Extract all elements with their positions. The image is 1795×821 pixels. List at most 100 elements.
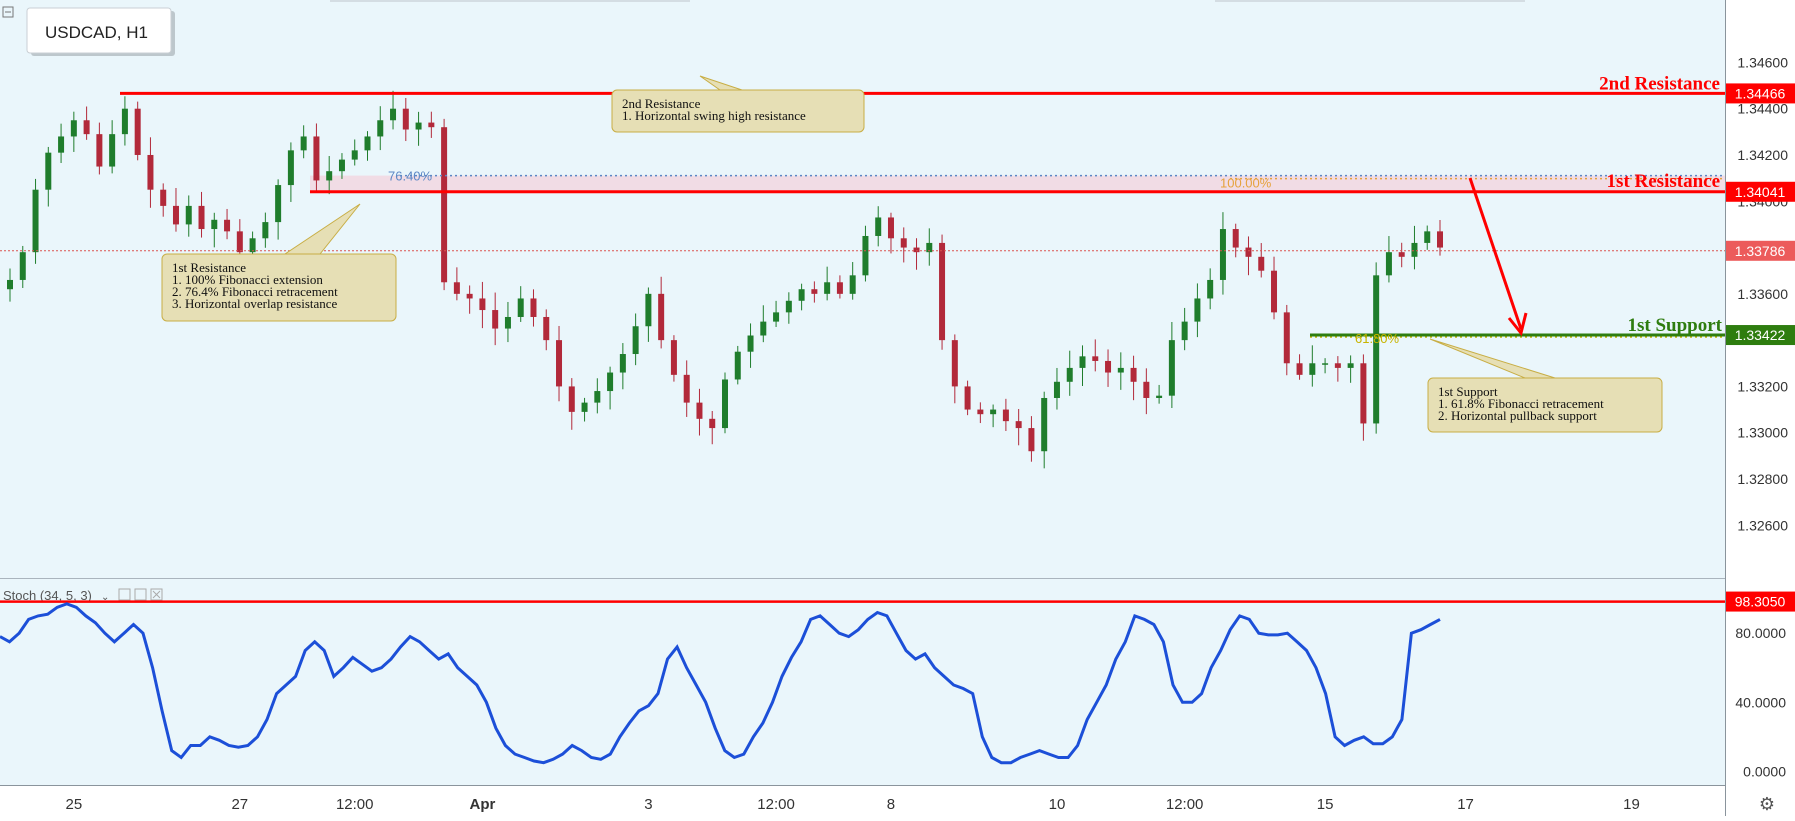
time-tick-label: 8 <box>887 796 895 813</box>
candle-body <box>887 217 894 239</box>
symbol-label: USDCAD, H1 <box>45 23 148 42</box>
stoch-level-badge: 98.3050 <box>1726 591 1795 612</box>
time-tick-label: 12:00 <box>336 796 374 813</box>
candle-body <box>121 108 128 135</box>
price-axis[interactable]: 1.346001.344001.342001.340001.336001.332… <box>1737 54 1788 533</box>
candle-body <box>287 150 294 186</box>
stoch-title: Stoch (34, 5, 3) <box>3 588 92 603</box>
close-icon[interactable] <box>150 588 163 601</box>
svg-text:1.33422: 1.33422 <box>1735 327 1786 343</box>
gear-icon[interactable]: ⚙ <box>1759 794 1775 814</box>
fib-100-label: 100.00% <box>1220 176 1272 191</box>
candle-body <box>900 238 907 248</box>
candle-body <box>517 298 524 317</box>
second-resistance-callout[interactable]: 2nd Resistance 1. Horizontal swing high … <box>611 75 865 133</box>
candles-layer <box>7 90 1443 469</box>
candle-body <box>1092 356 1099 361</box>
candle-body <box>1245 247 1252 257</box>
candle-body <box>760 321 767 336</box>
candle-body <box>1219 229 1226 280</box>
candle-body <box>338 159 345 172</box>
svg-text:1.34466: 1.34466 <box>1735 85 1786 101</box>
candle-body <box>32 189 39 253</box>
candle-body <box>492 310 499 329</box>
svg-text:98.3050: 98.3050 <box>1735 594 1786 610</box>
stoch-tick-label: 0.0000 <box>1743 763 1786 779</box>
candle-body <box>1398 252 1405 257</box>
candle-body <box>364 136 371 151</box>
candle-body <box>581 402 588 412</box>
candle-body <box>1437 231 1443 248</box>
candle-body <box>1181 321 1188 341</box>
header-shadow-left <box>330 0 690 2</box>
chevron-down-icon[interactable]: ⌄ <box>101 592 109 603</box>
res2-price-badge: 1.34466 <box>1726 83 1795 104</box>
candle-body <box>1296 363 1303 375</box>
candle-body <box>45 152 52 190</box>
callout-line: 1. Horizontal swing high resistance <box>622 108 806 123</box>
callout-title: 2nd Resistance <box>622 96 701 111</box>
stoch-line[interactable] <box>0 602 1441 765</box>
candle-body <box>147 154 154 190</box>
time-tick-label: 12:00 <box>1166 796 1204 813</box>
candle-body <box>300 136 307 151</box>
candle-body <box>198 205 205 230</box>
second-resistance-label: 2nd Resistance <box>1599 73 1720 94</box>
candle-body <box>1411 242 1418 257</box>
candle-body <box>1334 363 1341 368</box>
candle-body <box>875 217 882 236</box>
candle-body <box>530 298 537 317</box>
time-tick-label: 12:00 <box>757 796 795 813</box>
candle-body <box>964 386 971 410</box>
candle-body <box>683 374 690 403</box>
candle-body <box>1117 367 1124 373</box>
candle-body <box>722 379 728 429</box>
candle-body <box>7 279 13 290</box>
price-tick-label: 1.33600 <box>1737 286 1788 302</box>
candle-body <box>990 409 997 415</box>
price-tick-label: 1.32600 <box>1737 517 1788 533</box>
first-resistance-callout[interactable]: 1st Resistance 1. 100% Fibonacci extensi… <box>161 203 397 322</box>
time-axis[interactable]: 25 27 12:00 Apr 3 12:00 8 10 12:00 15 17 19 <box>65 796 1639 813</box>
stoch-pane-background <box>0 579 1725 785</box>
fib-61-8-label: 61.80% <box>1355 331 1400 346</box>
candle-body <box>645 293 652 327</box>
minimize-icon[interactable] <box>2 6 14 18</box>
candle-body <box>172 205 179 225</box>
candle-body <box>211 219 218 230</box>
svg-text:1.34041: 1.34041 <box>1735 184 1786 200</box>
candle-body <box>96 134 103 167</box>
candle-body <box>619 354 626 373</box>
eye-icon[interactable] <box>118 588 131 601</box>
price-tick-label: 1.34200 <box>1737 147 1788 163</box>
candle-body <box>849 275 856 294</box>
settings-small-icon[interactable] <box>134 588 147 601</box>
candle-body <box>466 293 473 299</box>
candle-body <box>1373 275 1380 424</box>
candle-body <box>824 282 831 294</box>
candle-body <box>224 219 231 232</box>
candle-body <box>862 235 869 276</box>
candle-body <box>556 340 563 387</box>
candle-body <box>249 238 256 253</box>
candle-body <box>543 316 550 341</box>
candle-body <box>1041 397 1048 452</box>
fib-76-4-label: 76.40% <box>388 169 433 184</box>
callout-title: 1st Resistance <box>172 260 246 275</box>
candle-body <box>1347 363 1354 368</box>
time-tick-label: 25 <box>65 796 82 813</box>
candle-body <box>913 247 920 253</box>
candle-body <box>1053 381 1060 398</box>
candle-body <box>696 402 703 419</box>
candle-body <box>1385 252 1392 276</box>
symbol-box[interactable]: USDCAD, H1 <box>26 7 175 56</box>
candle-body <box>402 108 409 130</box>
first-support-callout[interactable]: 1st Support 1. 61.8% Fibonacci retraceme… <box>1427 338 1663 433</box>
callout-line: 1. 61.8% Fibonacci retracement <box>1438 396 1604 411</box>
candle-body <box>773 312 780 322</box>
stoch-legend[interactable]: Stoch (34, 5, 3) ⌄ <box>3 588 163 603</box>
candle-body <box>262 222 269 239</box>
candle-body <box>313 136 320 181</box>
candle-body <box>1079 356 1086 368</box>
